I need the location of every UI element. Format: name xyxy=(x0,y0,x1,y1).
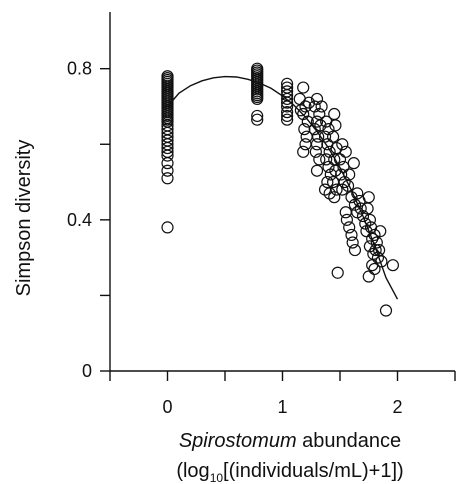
data-point xyxy=(323,187,336,200)
y-tick-label: 0.4 xyxy=(67,210,92,230)
x-axis-unit-post: [(individuals/mL)+1]) xyxy=(223,460,404,482)
data-point xyxy=(161,149,174,162)
data-point xyxy=(281,109,294,123)
data-point xyxy=(161,172,174,185)
data-point xyxy=(347,157,360,170)
data-point xyxy=(369,243,382,257)
data-point xyxy=(362,191,375,204)
data-point xyxy=(310,138,324,151)
data-point xyxy=(339,206,352,219)
y-axis-title: Simpson diversity xyxy=(13,140,35,297)
data-point xyxy=(370,236,383,249)
data-point xyxy=(281,113,294,126)
scatter-points xyxy=(161,62,399,317)
x-axis-unit-sub: 10 xyxy=(210,471,224,484)
y-tick-label: 0 xyxy=(82,361,92,381)
x-axis-title: Spirostomum abundance xyxy=(179,430,401,452)
data-point xyxy=(309,145,322,158)
x-axis-title-rest: abundance xyxy=(297,430,402,452)
data-point xyxy=(161,164,174,177)
data-point xyxy=(373,243,386,257)
data-point xyxy=(328,107,341,121)
data-point xyxy=(251,113,264,126)
x-tick-label: 1 xyxy=(277,397,287,417)
data-point xyxy=(337,160,350,174)
data-point xyxy=(298,123,311,136)
data-point xyxy=(371,251,385,264)
data-point xyxy=(341,179,355,192)
data-point xyxy=(312,130,325,143)
x-axis-unit-pre: (log xyxy=(176,460,209,482)
x-tick-label: 2 xyxy=(392,397,402,417)
data-point xyxy=(340,213,353,226)
x-axis-title-italic: Spirostomum xyxy=(179,430,297,452)
data-point xyxy=(348,243,362,257)
data-point xyxy=(339,145,352,158)
data-point xyxy=(379,304,393,317)
data-point xyxy=(301,115,314,128)
data-point xyxy=(329,119,342,132)
x-axis-unit: (log10[(individuals/mL)+1]) xyxy=(176,460,403,484)
tick-labels: 0 0.4 0.8 0 1 2 xyxy=(67,59,403,417)
data-point xyxy=(297,81,310,94)
data-point xyxy=(375,255,388,268)
data-point xyxy=(251,92,264,106)
data-point xyxy=(346,236,359,249)
data-point xyxy=(336,138,349,151)
data-point xyxy=(310,115,324,128)
data-point xyxy=(310,164,324,177)
data-point xyxy=(297,145,310,158)
fit-curve xyxy=(166,75,399,300)
data-point xyxy=(281,96,294,109)
data-point xyxy=(354,202,367,215)
data-point xyxy=(281,106,294,119)
axes xyxy=(109,12,455,372)
data-point xyxy=(386,259,399,272)
data-point xyxy=(368,262,381,276)
data-point xyxy=(330,183,343,196)
data-point xyxy=(351,187,364,200)
data-point xyxy=(313,153,326,166)
data-point xyxy=(281,92,294,106)
y-tick-label: 0.8 xyxy=(67,59,92,79)
x-tick-label: 0 xyxy=(162,397,172,417)
data-point xyxy=(322,160,335,174)
data-point xyxy=(161,221,174,234)
data-point xyxy=(299,100,312,113)
data-point xyxy=(374,225,387,238)
data-point xyxy=(324,168,337,181)
data-point xyxy=(345,228,358,242)
data-point xyxy=(294,104,307,117)
data-point xyxy=(299,138,312,151)
data-point xyxy=(251,109,264,123)
data-point xyxy=(281,100,294,113)
data-point xyxy=(328,191,341,204)
data-point xyxy=(361,202,374,215)
data-point xyxy=(362,270,375,283)
data-point xyxy=(327,130,340,143)
ticks xyxy=(100,67,456,381)
data-point xyxy=(343,221,356,234)
data-point xyxy=(161,141,174,155)
data-point xyxy=(320,153,333,166)
data-point xyxy=(321,175,334,189)
data-point xyxy=(315,100,328,113)
data-point xyxy=(331,266,344,279)
data-point xyxy=(161,157,174,170)
